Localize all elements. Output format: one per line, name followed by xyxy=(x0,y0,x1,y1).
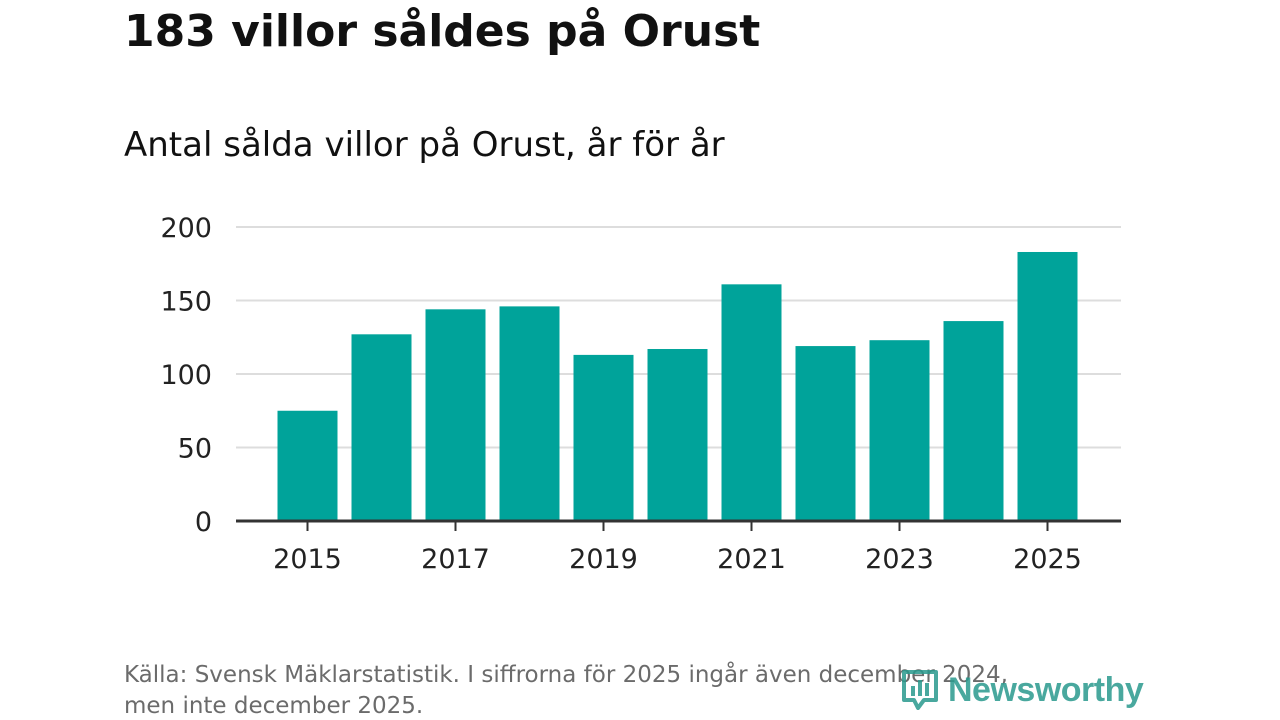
x-tick-label: 2023 xyxy=(865,544,934,575)
bar-2025 xyxy=(1017,251,1078,522)
x-tick-label: 2025 xyxy=(1013,544,1082,575)
y-tick-label: 50 xyxy=(178,434,212,465)
bar-2021 xyxy=(721,284,782,521)
chart-subtitle: Antal sålda villor på Orust, år för år xyxy=(124,125,725,165)
bar-2016 xyxy=(351,334,412,521)
x-tick-label: 2019 xyxy=(569,544,638,575)
newsworthy-logo: Newsworthy xyxy=(900,668,1144,712)
y-tick-label: 100 xyxy=(160,360,212,391)
y-tick-label: 150 xyxy=(160,287,212,318)
bar-2018 xyxy=(499,306,560,521)
source-line-2: men inte december 2025. xyxy=(124,693,424,719)
headline: 183 villor såldes på Orust xyxy=(124,6,761,57)
newsworthy-logo-icon xyxy=(902,670,938,710)
bar-2017 xyxy=(425,309,486,521)
bar-2023 xyxy=(869,340,930,521)
logo-text: Newsworthy xyxy=(948,670,1144,709)
x-tick-label: 2021 xyxy=(717,544,786,575)
x-tick-label: 2017 xyxy=(421,544,490,575)
source-note: Källa: Svensk Mäklarstatistik. I siffror… xyxy=(124,660,1124,720)
source-line-1: Källa: Svensk Mäklarstatistik. I siffror… xyxy=(124,662,1008,688)
y-tick-label: 200 xyxy=(160,213,212,244)
x-tick-label: 2015 xyxy=(273,544,342,575)
y-tick-label: 0 xyxy=(195,507,212,538)
bar-2015 xyxy=(277,410,338,521)
bar-2020 xyxy=(647,349,708,521)
bar-2024 xyxy=(943,321,1004,521)
bar-2022 xyxy=(795,346,856,521)
bar-2019 xyxy=(573,354,634,521)
